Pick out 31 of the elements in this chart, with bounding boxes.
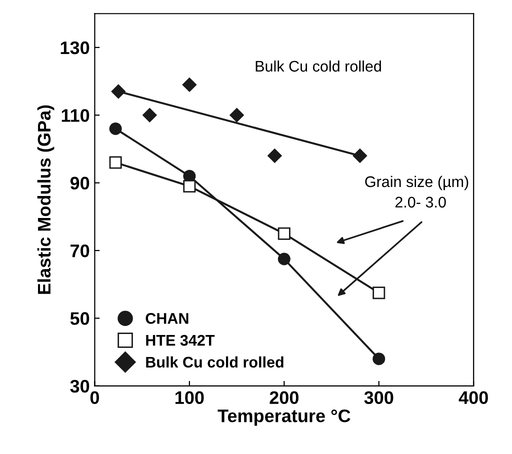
point	[142, 108, 157, 122]
point	[182, 78, 197, 92]
point	[230, 108, 244, 122]
x-tick-label: 0	[90, 391, 99, 404]
y-tick-label: 110	[62, 109, 90, 122]
point	[278, 252, 290, 266]
point	[372, 352, 386, 366]
legend-label: Bulk Cu cold rolled	[146, 356, 284, 368]
legend-label: CHAN	[146, 313, 188, 324]
y-axis-title: Elastic Modulus (GPa)	[37, 105, 54, 294]
point	[268, 148, 282, 163]
y-tick-label: 70	[70, 244, 90, 258]
x-axis-title: Temperature °C	[218, 409, 350, 426]
point	[183, 180, 196, 192]
point	[109, 122, 122, 135]
point	[352, 148, 368, 163]
point	[109, 156, 122, 169]
x-tick-label: 200	[270, 391, 298, 404]
annotation: Grain size (µm)	[365, 176, 468, 190]
annotation: 2.0- 3.0	[395, 196, 446, 208]
annotation: Bulk Cu cold rolled	[256, 60, 381, 72]
y-tick-label: 130	[60, 41, 90, 54]
x-tick-label: 300	[364, 391, 394, 404]
legend-label: HTE 342T	[146, 334, 215, 346]
y-tick-label: 50	[70, 312, 90, 325]
y-tick-label: 30	[70, 380, 90, 393]
x-tick-label: 400	[458, 391, 488, 404]
y-tick-label: 90	[70, 176, 90, 190]
point	[372, 286, 386, 300]
x-tick-label: 100	[176, 391, 204, 404]
point	[278, 227, 290, 240]
